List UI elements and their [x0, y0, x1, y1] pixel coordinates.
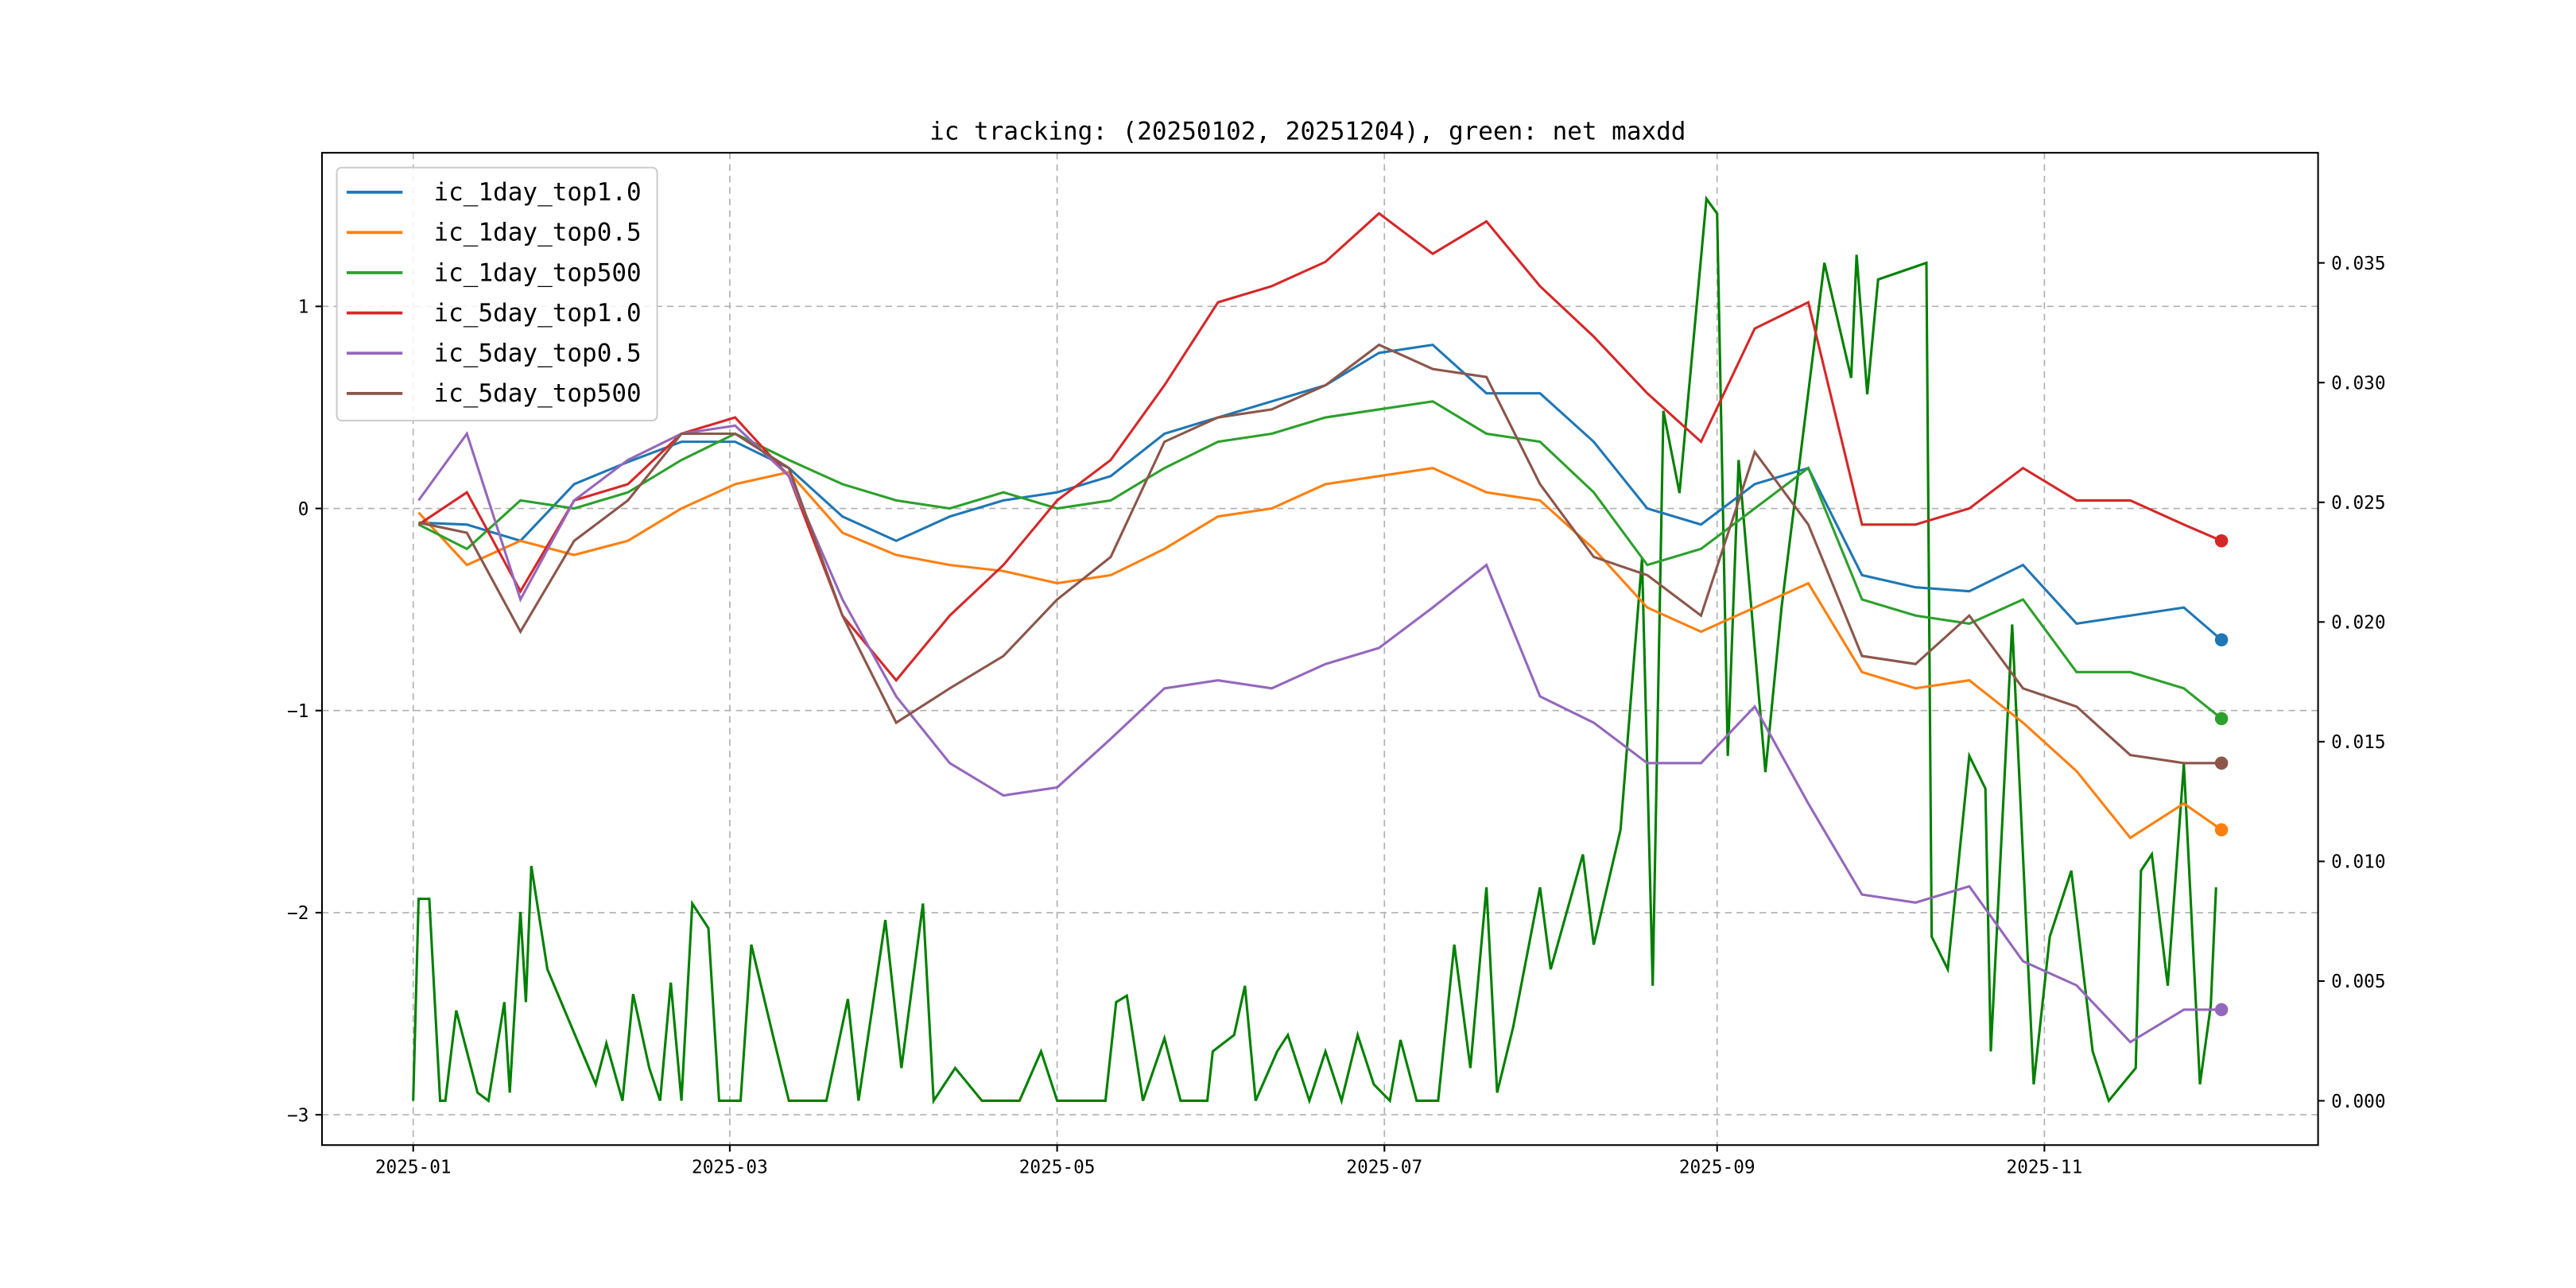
y2-tick-label: 0.020: [2331, 613, 2385, 634]
y2-tick-label: 0.025: [2331, 493, 2385, 514]
y-tick-label: 1: [298, 297, 309, 318]
y2-tick-label: 0.035: [2331, 254, 2385, 274]
x-tick-label: 2025-03: [692, 1157, 768, 1177]
x-axis: 2025-01 2025-03 2025-05 2025-07 2025-09 2025-…: [375, 1145, 2082, 1177]
y-axis-left: −3 −2 −1 0 1: [287, 297, 322, 1126]
legend-label: ic_1day_top1.0: [434, 178, 642, 207]
y-tick-label: −3: [287, 1105, 308, 1126]
x-tick-label: 2025-11: [2007, 1157, 2083, 1177]
legend-label: ic_5day_top1.0: [434, 299, 642, 328]
x-tick-label: 2025-07: [1346, 1157, 1422, 1177]
y2-tick-label: 0.000: [2331, 1092, 2385, 1112]
y2-tick-label: 0.030: [2331, 373, 2385, 394]
x-tick-label: 2025-09: [1679, 1157, 1755, 1177]
y-tick-label: 0: [298, 499, 309, 520]
plot-area: [412, 195, 2229, 1106]
series-line-net-maxdd: [412, 195, 2217, 1106]
series-line-ic-5day-top1-0: [417, 211, 2222, 683]
legend-label: ic_5day_top500: [434, 379, 642, 408]
series-line-ic-5day-top0-5: [417, 424, 2222, 1044]
y2-tick-label: 0.005: [2331, 972, 2385, 992]
legend-box: [336, 166, 658, 422]
legend-label: ic_5day_top0.5: [434, 339, 642, 368]
legend: ic_1day_top1.0 ic_1day_top0.5 ic_1day_top5…: [336, 166, 658, 422]
y-tick-label: −2: [287, 903, 308, 924]
y2-tick-label: 0.010: [2331, 852, 2385, 873]
end-marker-ic-5day-top0-5: [2214, 1003, 2229, 1017]
legend-label: ic_1day_top500: [434, 258, 642, 287]
chart-title: ic tracking: (20250102, 20251204), green…: [929, 118, 1686, 146]
series-line-ic-1day-top0-5: [417, 467, 2222, 840]
y2-tick-label: 0.015: [2331, 732, 2385, 753]
x-tick-label: 2025-01: [375, 1157, 452, 1177]
end-marker-ic-5day-top500: [2214, 756, 2229, 770]
x-tick-label: 2025-05: [1019, 1157, 1096, 1177]
series-line-ic-1day-top500: [417, 400, 2223, 720]
end-marker-ic-5day-top1-0: [2214, 533, 2229, 548]
axes-frame: [320, 152, 2319, 1146]
y-tick-label: −1: [287, 701, 308, 722]
series-line-ic-5day-top500: [418, 343, 2222, 765]
end-marker-ic-1day-top1-0: [2214, 633, 2229, 647]
end-marker-ic-1day-top500: [2214, 712, 2229, 726]
legend-label: ic_1day_top0.5: [434, 219, 642, 247]
y-axis-right: 0.000 0.005 0.010 0.015 0.020 0.025 0.030 0.035: [2318, 254, 2386, 1112]
end-marker-ic-1day-top0-5: [2214, 823, 2229, 836]
